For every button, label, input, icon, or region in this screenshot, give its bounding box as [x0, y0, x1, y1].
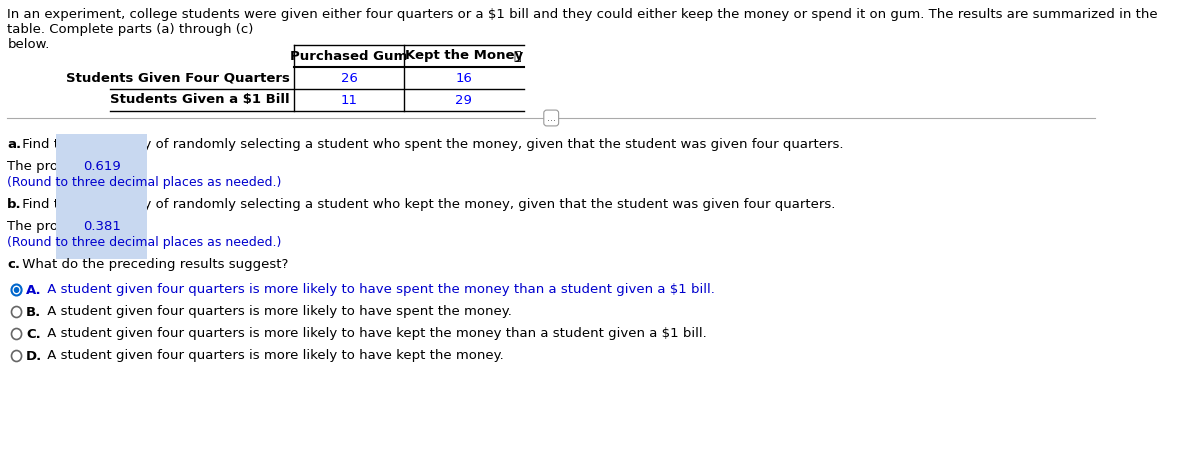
Text: 0.619: 0.619: [83, 160, 120, 173]
Text: (Round to three decimal places as needed.): (Round to three decimal places as needed…: [7, 236, 282, 249]
Text: 16: 16: [456, 71, 473, 85]
Text: Students Given Four Quarters: Students Given Four Quarters: [66, 71, 289, 85]
Text: Find the probability of randomly selecting a student who spent the money, given : Find the probability of randomly selecti…: [18, 138, 844, 151]
Text: ...: ...: [547, 113, 556, 123]
Text: a.: a.: [7, 138, 22, 151]
Text: Purchased Gum: Purchased Gum: [290, 50, 408, 62]
Circle shape: [13, 287, 19, 293]
Text: ⎓: ⎓: [514, 50, 521, 62]
Circle shape: [12, 307, 22, 317]
Circle shape: [12, 328, 22, 339]
Text: c.: c.: [7, 258, 20, 271]
Text: 11: 11: [341, 93, 358, 107]
Text: A student given four quarters is more likely to have spent the money.: A student given four quarters is more li…: [43, 306, 511, 318]
Text: What do the preceding results suggest?: What do the preceding results suggest?: [18, 258, 289, 271]
Text: (Round to three decimal places as needed.): (Round to three decimal places as needed…: [7, 176, 282, 189]
Text: C.: C.: [26, 327, 41, 340]
Text: The probability is: The probability is: [7, 220, 127, 233]
Text: Find the probability of randomly selecting a student who kept the money, given t: Find the probability of randomly selecti…: [18, 198, 835, 211]
Text: Students Given a $1 Bill: Students Given a $1 Bill: [109, 93, 289, 107]
Text: 29: 29: [456, 93, 473, 107]
Text: A student given four quarters is more likely to have spent the money than a stud: A student given four quarters is more li…: [43, 284, 714, 297]
Circle shape: [12, 350, 22, 361]
Text: A.: A.: [26, 284, 42, 297]
Circle shape: [12, 285, 22, 296]
Text: 26: 26: [341, 71, 358, 85]
Text: B.: B.: [26, 306, 42, 318]
Text: In an experiment, college students were given either four quarters or a $1 bill : In an experiment, college students were …: [7, 8, 1158, 51]
Text: D.: D.: [26, 349, 42, 363]
Text: A student given four quarters is more likely to have kept the money.: A student given four quarters is more li…: [43, 349, 504, 363]
Text: Kept the Money: Kept the Money: [404, 50, 523, 62]
Text: The probability is: The probability is: [7, 160, 127, 173]
Text: A student given four quarters is more likely to have kept the money than a stude: A student given four quarters is more li…: [43, 327, 707, 340]
Text: 0.381: 0.381: [83, 220, 120, 233]
Text: b.: b.: [7, 198, 22, 211]
